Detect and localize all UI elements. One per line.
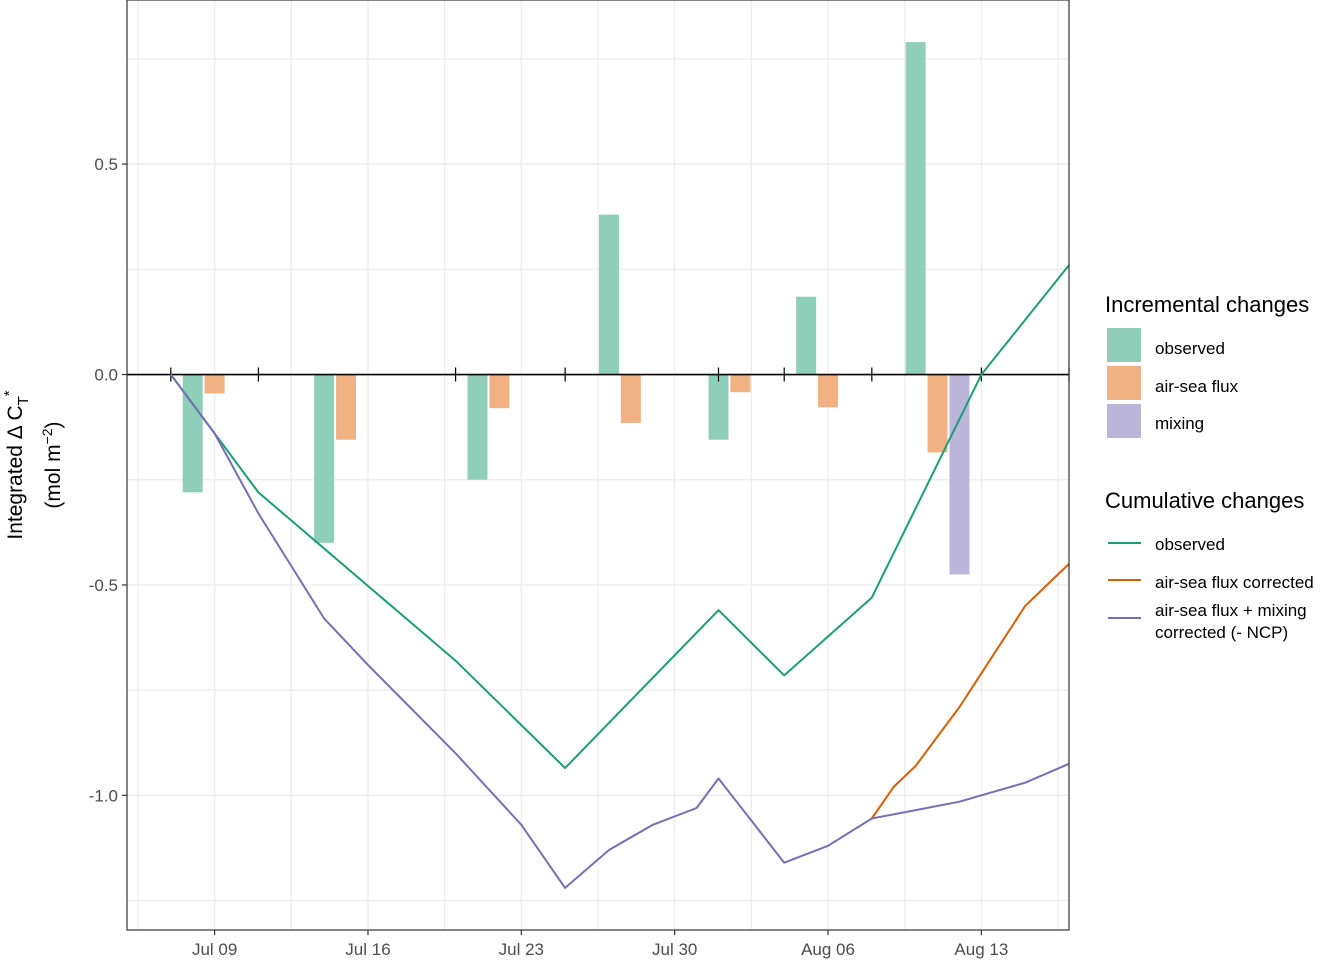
legend-title-incremental: Incremental changes — [1105, 292, 1309, 317]
bar-observed — [905, 42, 926, 375]
bar-air-sea-flux — [730, 374, 751, 393]
lines-cumulative — [169, 264, 1070, 889]
bar-air-sea-flux — [620, 374, 641, 423]
bar-observed — [467, 374, 488, 480]
y-tick-label: -1.0 — [89, 786, 118, 805]
x-tick-label: Jul 09 — [192, 940, 237, 959]
x-tick-label: Aug 13 — [954, 940, 1008, 959]
bar-observed — [182, 374, 203, 493]
y-tick-label: 0.0 — [94, 366, 118, 385]
bar-air-sea-flux — [818, 374, 839, 408]
legend-key-mixing-bar — [1107, 404, 1141, 438]
x-axis: Jul 09 Jul 16 Jul 23 Jul 30 Aug 06 Aug 13 — [192, 930, 1008, 959]
legend-label-observed-bar: observed — [1155, 339, 1225, 358]
y-axis-title-line2: (mol m−2) — [39, 421, 65, 508]
legend-label-airsea-corrected-line: air-sea flux corrected — [1155, 573, 1314, 592]
x-tick-label: Jul 16 — [345, 940, 390, 959]
legend-label-ncp-line-2: corrected (- NCP) — [1155, 623, 1288, 642]
y-axis-title-subscript: T — [15, 396, 32, 405]
legend-label-observed-line: observed — [1155, 535, 1225, 554]
y-tick-label: 0.5 — [94, 155, 118, 174]
legend-key-observed-bar — [1107, 328, 1141, 362]
y-axis-unit-main: (mol m — [42, 444, 65, 508]
x-tick-label: Aug 06 — [801, 940, 855, 959]
bars-incremental — [182, 42, 970, 575]
y-axis-unit-superscript: −2 — [39, 428, 55, 444]
plot-panel — [126, 0, 1070, 931]
bar-air-sea-flux — [927, 374, 948, 453]
bar-observed — [796, 296, 817, 375]
line-air-sea-flux-corrected — [870, 563, 1070, 820]
bar-observed — [708, 374, 729, 440]
legend-label-airsea-bar: air-sea flux — [1155, 377, 1239, 396]
panel-border — [126, 0, 1070, 931]
y-axis-title-line1: Integrated Δ CT* — [1, 390, 32, 539]
bar-air-sea-flux — [336, 374, 357, 440]
y-axis: 0.5 0.0 -0.5 -1.0 — [89, 155, 127, 805]
x-tick-label: Jul 23 — [499, 940, 544, 959]
legend-key-airsea-bar — [1107, 366, 1141, 400]
y-axis-title-superscript: * — [1, 390, 18, 396]
bar-mixing — [949, 374, 970, 575]
bar-observed — [314, 374, 335, 543]
x-tick-label: Jul 30 — [652, 940, 697, 959]
bar-air-sea-flux — [489, 374, 510, 409]
legend-label-ncp-line-1: air-sea flux + mixing — [1155, 601, 1307, 620]
y-axis-title-main: Integrated Δ C — [4, 405, 27, 539]
legend-title-cumulative: Cumulative changes — [1105, 488, 1304, 513]
bar-air-sea-flux — [204, 374, 225, 394]
bar-observed — [598, 214, 619, 375]
y-axis-unit-close: ) — [42, 421, 65, 428]
legend-label-mixing-bar: mixing — [1155, 414, 1204, 433]
y-tick-label: -0.5 — [89, 576, 118, 595]
line-air-sea-flux-mixing — [169, 373, 1070, 889]
legend: Incremental changes observed air-sea flu… — [1105, 292, 1314, 642]
line-observed — [169, 264, 1070, 769]
